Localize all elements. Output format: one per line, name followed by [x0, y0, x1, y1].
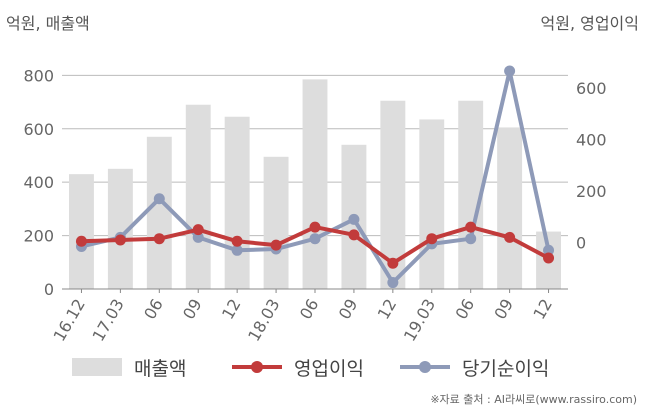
operating-profit-point [153, 233, 165, 245]
legend-line-swatch-net [400, 358, 450, 376]
x-tick-label: 12 [218, 296, 245, 323]
bar-revenue [263, 156, 289, 289]
y-right-tick-label: 200 [576, 182, 607, 201]
operating-profit-point [387, 257, 399, 269]
operating-profit-point [543, 252, 555, 264]
operating-profit-point [114, 234, 126, 246]
bar-revenue [302, 79, 328, 289]
right-axis-unit-label: 억원, 영업이익 [540, 14, 640, 33]
x-tick-label: 09 [179, 296, 206, 323]
x-tick-label: 06 [296, 296, 323, 323]
y-right-tick-label: 400 [576, 130, 607, 149]
operating-profit-point [426, 233, 438, 245]
legend-bar-swatch [72, 358, 122, 376]
bar-revenue [224, 116, 250, 289]
legend-label-net-income: 당기순이익 [462, 357, 550, 380]
operating-profit-point [75, 235, 87, 247]
x-tick-label: 16.12 [50, 296, 89, 345]
legend-line-swatch-operating [232, 358, 282, 376]
net-income-point [231, 244, 243, 256]
bar-revenue [497, 127, 523, 289]
net-income-point [348, 213, 360, 225]
y-right-tick-label: 0 [576, 234, 586, 253]
bar-revenue [146, 136, 172, 289]
x-tick-label: 12 [374, 296, 401, 323]
legend-label-operating-profit: 영업이익 [294, 357, 364, 380]
bar-revenue [419, 119, 445, 289]
x-tick-label: 06 [140, 296, 167, 323]
source-credit: ※자료 출처 : AI라씨로(www.rassiro.com) [430, 393, 637, 406]
net-income-point [387, 277, 399, 289]
y-left-tick-label: 400 [23, 173, 54, 192]
net-income-point [504, 65, 516, 77]
y-right-tick-label: 600 [576, 79, 607, 98]
operating-profit-point [192, 224, 204, 236]
net-income-point [153, 193, 165, 205]
y-left-tick-label: 600 [23, 120, 54, 139]
x-tick-label: 09 [335, 296, 362, 323]
net-income-point [465, 233, 477, 245]
operating-profit-point [309, 221, 321, 233]
operating-profit-point [270, 239, 282, 251]
x-tick-label: 19.03 [400, 296, 439, 345]
y-left-tick-label: 0 [44, 280, 54, 299]
net-income-point [309, 233, 321, 245]
legend-item-net-income: 당기순이익 [400, 352, 549, 382]
bar-revenue [69, 174, 94, 289]
net-income-point [192, 231, 204, 243]
left-axis-unit-label: 억원, 매출액 [6, 14, 90, 33]
net-income-point [543, 244, 555, 256]
x-tick-label: 06 [452, 296, 479, 323]
operating-profit-point [348, 229, 360, 241]
legend-label-revenue: 매출액 [134, 357, 187, 380]
operating-profit-point [231, 235, 243, 247]
x-tick-label: 17.03 [88, 296, 127, 345]
legend-item-revenue: 매출액 [72, 352, 186, 382]
operating-profit-point [465, 221, 477, 233]
x-tick-label: 09 [490, 296, 517, 323]
bar-revenue [185, 104, 211, 290]
legend-item-operating-profit: 영업이익 [232, 352, 364, 382]
y-left-tick-label: 800 [23, 66, 54, 85]
x-tick-label: 12 [529, 296, 556, 323]
y-left-tick-label: 200 [23, 227, 54, 246]
x-tick-label: 18.03 [244, 296, 283, 345]
operating-profit-point [504, 231, 516, 243]
